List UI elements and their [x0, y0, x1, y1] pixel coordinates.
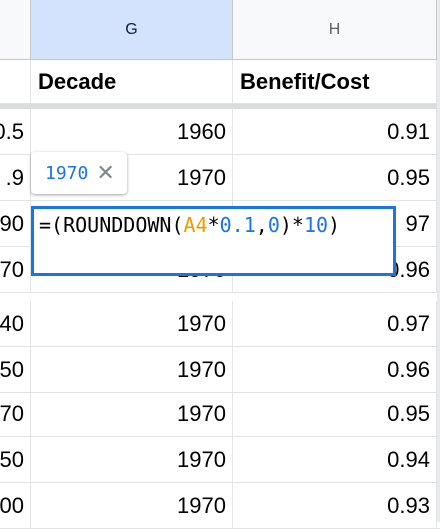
table-row: 70 1970 0.95	[0, 391, 440, 437]
cell-decade[interactable]: 1960	[31, 109, 233, 155]
formula-number: 10	[303, 213, 329, 237]
formula-text[interactable]: =(ROUNDDOWN(A4*0.1,0)*10)	[39, 213, 340, 237]
formula-number: 0.1	[219, 213, 256, 237]
cell-f[interactable]: 0.5	[0, 109, 31, 155]
cell-f-header[interactable]	[0, 60, 31, 104]
formula-result-value: 1970	[45, 162, 89, 184]
cell-decade[interactable]: 1970	[31, 391, 233, 437]
formula-value-hint: 1970 ✕	[31, 152, 127, 194]
formula-function: =(ROUNDDOWN(	[39, 213, 184, 237]
formula-operator: *	[207, 213, 220, 237]
formula-operator: )*	[279, 213, 304, 237]
formula-number: 0	[267, 213, 280, 237]
cell-benefit-cost[interactable]: 0.95	[233, 391, 437, 437]
formula-cell-reference: A4	[183, 213, 208, 237]
cell-decade[interactable]: 1970	[31, 347, 233, 393]
cell-decade[interactable]: 1970	[31, 155, 233, 201]
formula-closing-paren: )	[328, 213, 341, 237]
cell-benefit-cost[interactable]: 97	[233, 201, 437, 247]
cell-f[interactable]: 90	[0, 201, 31, 247]
cell-f[interactable]: .9	[0, 155, 31, 201]
cell-f[interactable]: 50	[0, 347, 31, 393]
table-row: .9 1970 0.95	[0, 155, 440, 201]
column-header-h[interactable]: H	[233, 0, 437, 60]
cell-benefit-cost[interactable]: 0.95	[233, 155, 437, 201]
table-row: 40 1970 0.97	[0, 301, 440, 347]
cell-formula-editor[interactable]: =(ROUNDDOWN(A4*0.1,0)*10)	[31, 206, 396, 276]
cell-f[interactable]: 40	[0, 301, 31, 347]
cell-benefit-cost[interactable]: 0.93	[233, 483, 437, 529]
column-header-g[interactable]: G	[31, 0, 233, 60]
formula-separator: ,	[255, 213, 268, 237]
table-row: 0.5 1960 0.91	[0, 109, 440, 155]
cell-decade[interactable]: 1970	[31, 301, 233, 347]
column-letter: H	[328, 20, 341, 38]
cell-benefit-cost[interactable]: 0.96	[233, 347, 437, 393]
column-header-f[interactable]	[0, 0, 31, 60]
frozen-row-divider[interactable]	[0, 104, 440, 109]
table-row: 00 1970 0.93	[0, 483, 440, 529]
cell-decade[interactable]: 1970	[31, 437, 233, 483]
grid-right-edge	[437, 0, 440, 522]
cell-decade-header[interactable]: Decade	[31, 60, 233, 104]
cell-benefit-cost[interactable]: 0.91	[233, 109, 437, 155]
table-row: 50 1970 0.96	[0, 347, 440, 393]
cell-benefit-cost-header[interactable]: Benefit/Cost	[233, 60, 437, 104]
cell-f[interactable]: 70	[0, 391, 31, 437]
close-icon[interactable]: ✕	[96, 160, 115, 185]
cell-decade[interactable]: 1970	[31, 483, 233, 529]
cell-f[interactable]: 70	[0, 247, 31, 293]
header-row: Decade Benefit/Cost	[0, 60, 440, 104]
cell-f[interactable]: 50	[0, 437, 31, 483]
cell-benefit-cost[interactable]: 0.94	[233, 437, 437, 483]
cell-f[interactable]: 00	[0, 483, 31, 529]
cell-benefit-cost[interactable]: 0.97	[233, 301, 437, 347]
table-row: 50 1970 0.94	[0, 437, 440, 483]
column-letter: G	[125, 20, 138, 38]
